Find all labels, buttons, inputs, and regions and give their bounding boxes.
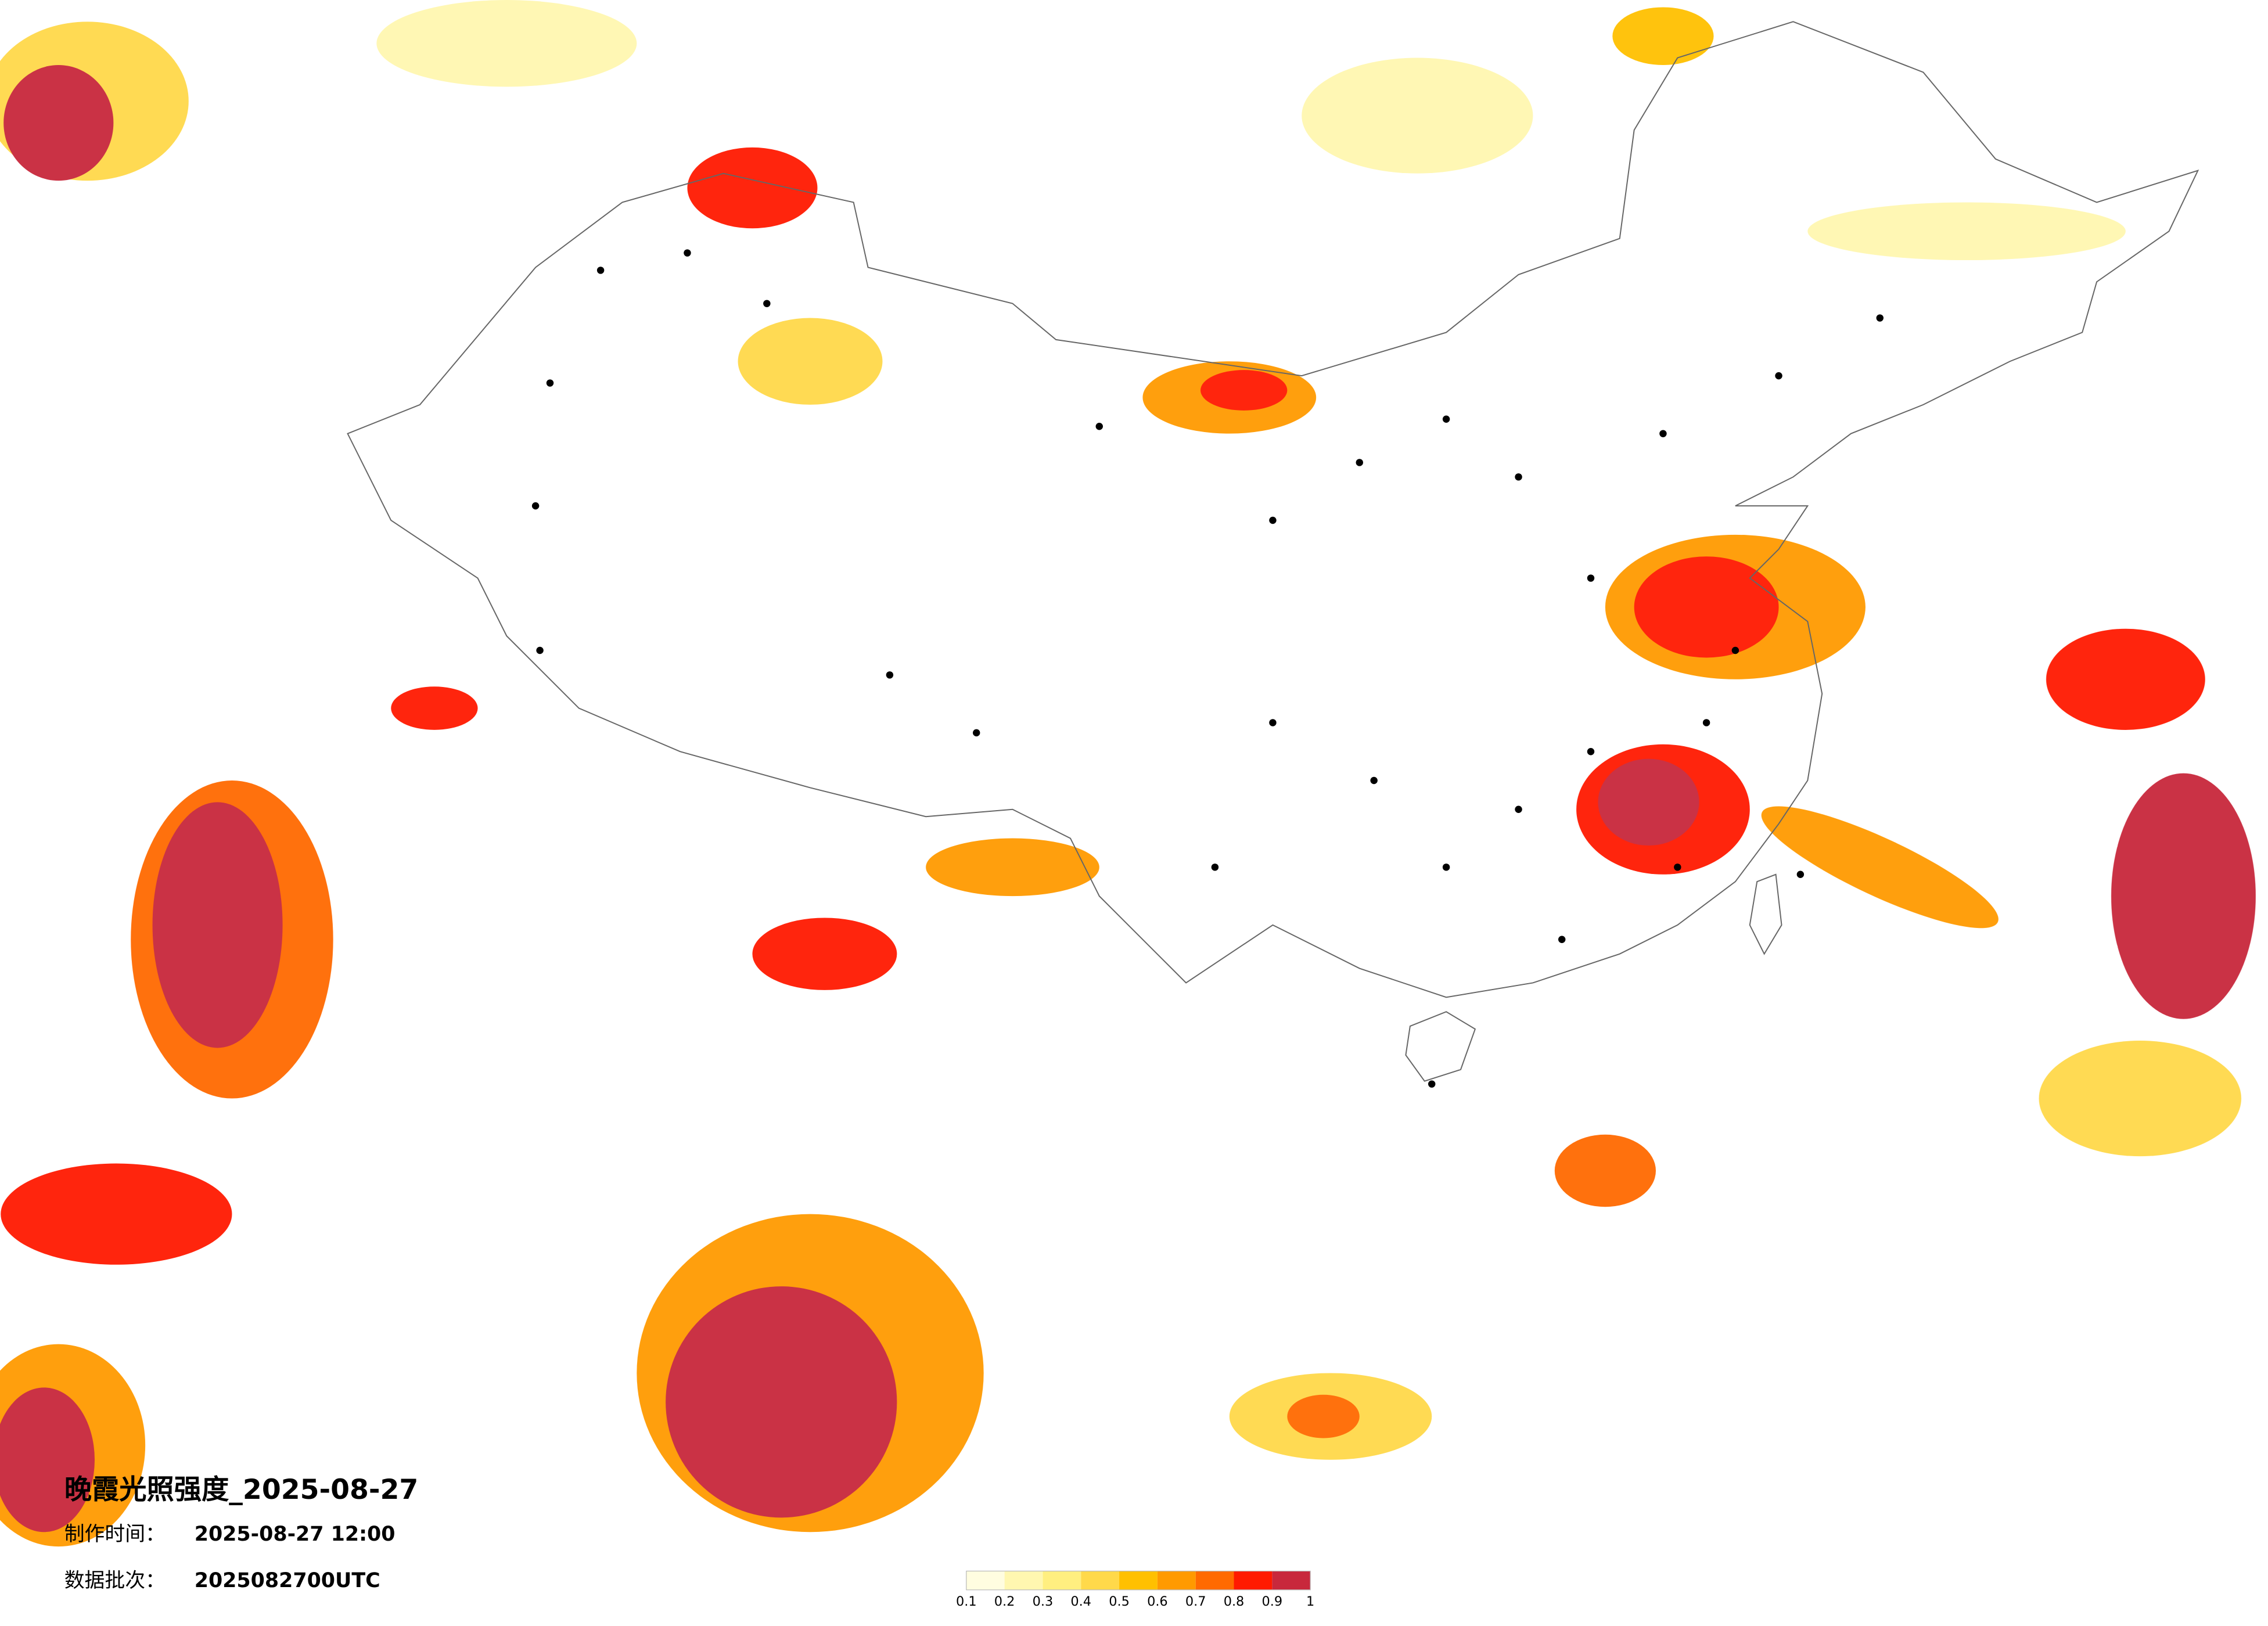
heat-patch — [738, 318, 883, 405]
city-dot — [1269, 719, 1277, 726]
heat-patch — [0, 1387, 95, 1533]
city-dot — [972, 729, 980, 737]
heat-patch — [1302, 57, 1533, 174]
legend-swatch — [1004, 1571, 1043, 1590]
legend-swatch — [1119, 1571, 1158, 1590]
heat-patch — [1287, 1394, 1360, 1438]
legend-tick-label: 0.3 — [1033, 1594, 1054, 1609]
city-dot — [1659, 430, 1667, 437]
city-dot — [596, 267, 605, 274]
legend-tick-label: 0.7 — [1185, 1594, 1206, 1609]
legend-swatch — [1043, 1571, 1081, 1590]
legend-swatch — [1272, 1571, 1311, 1590]
city-dot — [1558, 936, 1566, 943]
city-dot — [1095, 423, 1103, 430]
heat-patch — [1634, 556, 1779, 658]
city-dot — [1702, 719, 1710, 726]
heat-patch — [391, 686, 478, 730]
heat-patch — [687, 147, 818, 229]
city-dot — [1775, 372, 1782, 380]
city-dot — [886, 671, 894, 679]
city-dot — [1442, 864, 1450, 871]
legend-tick-label: 0.6 — [1147, 1594, 1168, 1609]
city-dot — [1796, 870, 1805, 878]
heat-patch — [666, 1286, 897, 1518]
legend-tick-label: 0.8 — [1224, 1594, 1245, 1609]
heat-patch — [2111, 773, 2256, 1019]
heat-patch — [1598, 758, 1699, 846]
legend-swatch — [1081, 1571, 1120, 1590]
city-dot — [763, 300, 771, 307]
city-dot — [536, 646, 544, 654]
city-dot — [1428, 1080, 1436, 1088]
city-dot — [1515, 473, 1522, 481]
city-dots — [531, 249, 1884, 1088]
heat-patch — [3, 65, 114, 181]
city-dot — [1587, 574, 1595, 582]
heat-patch — [1554, 1134, 1656, 1207]
legend-swatch — [966, 1571, 1005, 1590]
country-outline — [347, 21, 2199, 1082]
legend-frame — [966, 1570, 1311, 1591]
city-dot — [1731, 646, 1739, 654]
city-dot — [684, 249, 691, 257]
city-dot — [1269, 516, 1277, 524]
city-dot — [1211, 864, 1219, 871]
heat-patch — [376, 0, 637, 87]
heat-patch — [752, 918, 897, 990]
map-title: 晚霞光照强度_2025-08-27 — [64, 1474, 419, 1506]
legend-tick-label: 1 — [1306, 1594, 1314, 1609]
batch-value: 2025082700UTC — [195, 1569, 380, 1592]
legend-tick-label: 0.5 — [1109, 1594, 1130, 1609]
city-dot — [1356, 459, 1363, 466]
color-legend: 0.1 0.2 0.3 0.4 0.5 0.6 0.7 0.8 0.9 1 — [956, 1570, 1314, 1609]
city-dot — [1442, 415, 1450, 423]
legend-swatch — [1157, 1571, 1196, 1590]
heat-patch — [1612, 7, 1714, 66]
heat-patch — [1761, 806, 1999, 929]
city-dot — [1370, 776, 1378, 785]
legend-swatch — [1195, 1571, 1234, 1590]
heat-patch — [1807, 202, 2126, 260]
heat-patch — [1, 1163, 232, 1265]
legend-tick-label: 0.4 — [1070, 1594, 1091, 1609]
made-time: 2025-08-27 12:00 — [195, 1523, 396, 1546]
heat-patch — [1200, 370, 1288, 411]
legend-tick-label: 0.1 — [956, 1594, 977, 1609]
heat-patch — [2039, 1041, 2241, 1157]
heat-patch — [152, 802, 283, 1048]
made-label: 制作时间： — [64, 1523, 166, 1546]
heat-patch — [2046, 628, 2205, 730]
legend-tick-label: 0.2 — [994, 1594, 1015, 1609]
city-dot — [1674, 864, 1681, 871]
heat-layer — [0, 0, 2256, 1547]
city-dot — [546, 379, 554, 387]
batch-label: 数据批次： — [64, 1569, 166, 1592]
legend-swatch — [1234, 1571, 1273, 1590]
city-dot — [1515, 805, 1522, 813]
legend-tick-label: 0.9 — [1262, 1594, 1283, 1609]
city-dot — [531, 502, 540, 510]
city-dot — [1587, 748, 1595, 756]
city-dot — [1876, 314, 1884, 322]
heat-patch — [926, 838, 1099, 897]
